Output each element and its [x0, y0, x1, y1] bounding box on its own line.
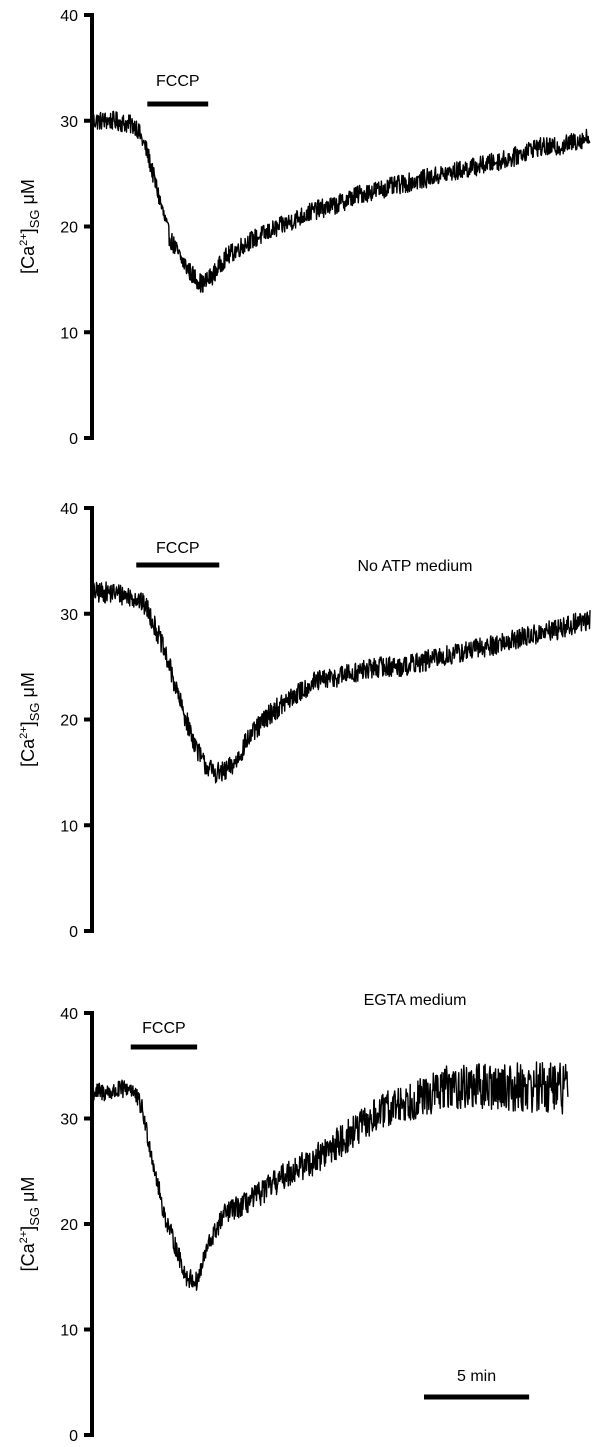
y-tick-label: 0: [69, 924, 78, 941]
y-axis-label: [Ca2+]SG μM: [18, 179, 42, 274]
panel-no-atp: No ATP medium 0 10 20 30 40 [Ca2+]SG μM FCCP: [18, 501, 591, 941]
time-scale-label: 5 min: [457, 1368, 496, 1385]
y-tick-label: 0: [69, 1428, 78, 1445]
y-axis-label: [Ca2+]SG μM: [18, 672, 42, 767]
fccp-label: FCCP: [156, 540, 200, 557]
panel-egta: EGTA medium 0 10 20 30 40 [Ca2+]SG μM FCCP 5 mi…: [18, 992, 569, 1445]
y-axis-label-subscript: SG: [27, 703, 42, 722]
y-axis-label-bracket: ]: [18, 228, 38, 233]
y-axis-label-bracket: ]: [18, 721, 38, 726]
calcium-trace: [91, 581, 591, 784]
y-tick-label: 10: [60, 325, 78, 342]
y-tick-label: 30: [60, 114, 78, 131]
y-axis-label-subscript: SG: [27, 210, 42, 229]
y-axis-label-unit: μM: [18, 179, 38, 209]
annotation-label: No ATP medium: [357, 558, 472, 575]
calcium-trace: [91, 110, 591, 293]
calcium-trace: [91, 1061, 569, 1291]
y-tick-label: 40: [60, 501, 78, 518]
y-axis-label-superscript: 2+: [18, 726, 30, 739]
y-axis-label-superscript: 2+: [18, 233, 30, 246]
y-tick-label: 20: [60, 220, 78, 237]
y-axis-label-subscript: SG: [27, 1207, 42, 1226]
y-axis-label: [Ca2+]SG μM: [18, 1177, 42, 1272]
y-tick-label: 40: [60, 8, 78, 25]
y-axis-label-superscript: 2+: [18, 1231, 30, 1244]
y-tick-label: 20: [60, 1217, 78, 1234]
y-axis-label-prefix: [Ca: [18, 245, 38, 274]
y-axis-label-unit: μM: [18, 1177, 38, 1207]
y-tick-label: 30: [60, 1112, 78, 1129]
fccp-label: FCCP: [156, 73, 200, 90]
y-tick-label: 40: [60, 1006, 78, 1023]
y-tick-label: 10: [60, 1323, 78, 1340]
panel-control: 0 10 20 30 40 [Ca2+]SG μM FCCP: [18, 8, 591, 448]
y-axis-label-prefix: [Ca: [18, 738, 38, 767]
y-axis-label-prefix: [Ca: [18, 1242, 38, 1271]
annotation-label: EGTA medium: [364, 992, 467, 1009]
y-axis-label-bracket: ]: [18, 1226, 38, 1231]
fccp-label: FCCP: [142, 1020, 186, 1037]
y-axis-label-unit: μM: [18, 672, 38, 702]
y-tick-label: 30: [60, 607, 78, 624]
y-tick-label: 0: [69, 431, 78, 448]
y-tick-label: 10: [60, 818, 78, 835]
y-tick-label: 20: [60, 713, 78, 730]
